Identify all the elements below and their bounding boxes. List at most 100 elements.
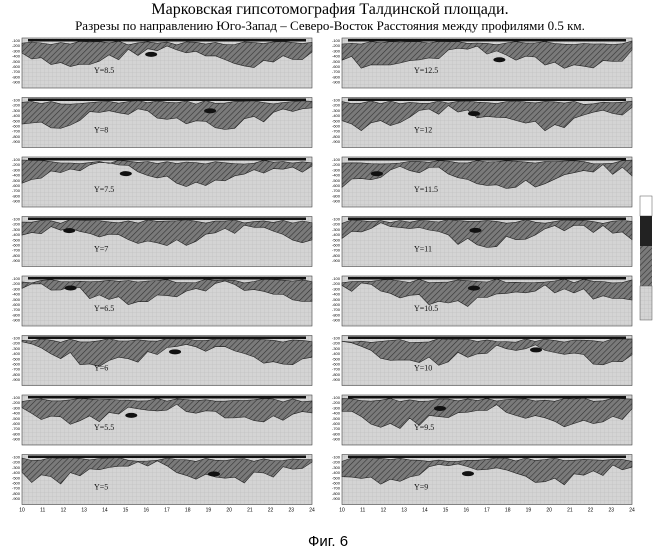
- depth-tick-label: -900: [12, 139, 21, 144]
- panel-label: Y=9: [414, 483, 428, 492]
- depth-tick-label: -900: [12, 496, 21, 501]
- section-panel: -100-200-300-400-500-600-700-800-900Y=51…: [12, 455, 315, 514]
- panel-label: Y=5.5: [94, 423, 114, 432]
- x-tick-label: 17: [484, 508, 490, 514]
- x-tick-label: 12: [61, 508, 67, 514]
- depth-tick-label: -900: [12, 199, 21, 204]
- dark-lens: [204, 108, 216, 113]
- x-tick-label: 16: [144, 508, 150, 514]
- depth-tick-label: -900: [332, 199, 341, 204]
- panel-label: Y=10: [414, 364, 432, 373]
- dark-layer: [348, 337, 626, 340]
- section-panel: -100-200-300-400-500-600-700-800-900Y=6: [12, 336, 312, 386]
- x-tick-label: 13: [401, 508, 407, 514]
- dark-lens: [120, 171, 132, 176]
- dark-lens: [371, 171, 383, 176]
- dark-lens: [169, 349, 181, 354]
- x-tick-label: 17: [164, 508, 170, 514]
- panel-label: Y=12: [414, 126, 432, 135]
- x-tick-label: 21: [567, 508, 573, 514]
- panel-label: Y=8: [94, 126, 108, 135]
- dark-layer: [348, 396, 626, 399]
- panel-label: Y=7.5: [94, 185, 114, 194]
- x-tick-label: 19: [526, 508, 532, 514]
- depth-tick-label: -900: [12, 377, 21, 382]
- panel-label: Y=9.5: [414, 423, 434, 432]
- x-tick-label: 14: [102, 508, 108, 514]
- x-tick-label: 11: [40, 508, 45, 514]
- dark-lens: [125, 413, 137, 418]
- caption: Фиг. 6: [308, 533, 348, 550]
- section-panel: -100-200-300-400-500-600-700-800-900Y=8.…: [12, 38, 312, 88]
- dark-lens: [145, 52, 157, 57]
- section-panel: -100-200-300-400-500-600-700-800-900Y=91…: [332, 455, 635, 514]
- panel-label: Y=10.5: [414, 304, 438, 313]
- x-tick-label: 15: [123, 508, 129, 514]
- dark-layer: [28, 277, 306, 280]
- panel-label: Y=12.5: [414, 66, 438, 75]
- dark-lens: [208, 472, 220, 477]
- section-panel: -100-200-300-400-500-600-700-800-900Y=6.…: [12, 276, 312, 326]
- x-tick-label: 20: [226, 508, 232, 514]
- depth-tick-label: -900: [12, 437, 21, 442]
- dark-lens: [493, 57, 505, 62]
- x-tick-label: 22: [588, 508, 594, 514]
- panel-label: Y=11.5: [414, 185, 438, 194]
- section-panel: -100-200-300-400-500-600-700-800-900Y=10…: [332, 276, 632, 326]
- section-panel: -100-200-300-400-500-600-700-800-900Y=11: [332, 217, 632, 267]
- dark-lens: [63, 228, 75, 233]
- dark-layer: [348, 218, 626, 221]
- x-tick-label: 23: [289, 508, 295, 514]
- section-panel: -100-200-300-400-500-600-700-800-900Y=5.…: [12, 395, 312, 445]
- dark-layer: [28, 456, 306, 459]
- dark-lens: [468, 286, 480, 291]
- subtitle: Разрезы по направлению Юго-Запад – Север…: [75, 18, 585, 33]
- dark-layer: [28, 337, 306, 340]
- panel-label: Y=11: [414, 245, 432, 254]
- depth-tick-label: -900: [12, 258, 21, 263]
- x-tick-label: 24: [629, 508, 635, 514]
- x-tick-label: 12: [381, 508, 387, 514]
- dark-layer: [348, 39, 626, 42]
- depth-tick-label: -900: [12, 80, 21, 85]
- x-tick-label: 10: [19, 508, 25, 514]
- section-panel: -100-200-300-400-500-600-700-800-900Y=7: [12, 217, 312, 267]
- x-tick-label: 13: [81, 508, 87, 514]
- depth-tick-label: -900: [332, 437, 341, 442]
- panel-label: Y=7: [94, 245, 108, 254]
- x-tick-label: 18: [185, 508, 191, 514]
- section-panel: -100-200-300-400-500-600-700-800-900Y=10: [332, 336, 632, 386]
- dark-lens: [469, 228, 481, 233]
- dark-layer: [348, 158, 626, 161]
- depth-tick-label: -900: [12, 318, 21, 323]
- dark-layer: [348, 99, 626, 102]
- x-tick-label: 19: [206, 508, 212, 514]
- dark-layer: [28, 158, 306, 161]
- x-tick-label: 22: [268, 508, 274, 514]
- x-tick-label: 23: [609, 508, 615, 514]
- panel-label: Y=8.5: [94, 66, 114, 75]
- dark-layer: [28, 218, 306, 221]
- x-tick-label: 21: [247, 508, 253, 514]
- title: Марковская гипсотомография Талдинской пл…: [151, 1, 508, 18]
- dark-layer: [28, 396, 306, 399]
- legend-bar: [640, 196, 652, 320]
- dark-layer: [348, 277, 626, 280]
- panels: -100-200-300-400-500-600-700-800-900Y=8.…: [12, 38, 635, 514]
- dark-layer: [348, 456, 626, 459]
- dark-lens: [65, 286, 77, 291]
- dark-lens: [530, 347, 542, 352]
- x-tick-label: 20: [546, 508, 552, 514]
- dark-lens: [468, 111, 480, 116]
- section-panel: -100-200-300-400-500-600-700-800-900Y=12: [332, 98, 632, 148]
- section-panel: -100-200-300-400-500-600-700-800-900Y=7.…: [12, 157, 312, 207]
- dark-lens: [462, 471, 474, 476]
- x-tick-label: 14: [422, 508, 428, 514]
- x-tick-label: 15: [443, 508, 449, 514]
- x-tick-label: 11: [360, 508, 365, 514]
- section-panel: -100-200-300-400-500-600-700-800-900Y=9.…: [332, 395, 632, 445]
- x-tick-label: 18: [505, 508, 511, 514]
- dark-lens: [434, 406, 446, 411]
- x-tick-label: 24: [309, 508, 315, 514]
- depth-tick-label: -900: [332, 496, 341, 501]
